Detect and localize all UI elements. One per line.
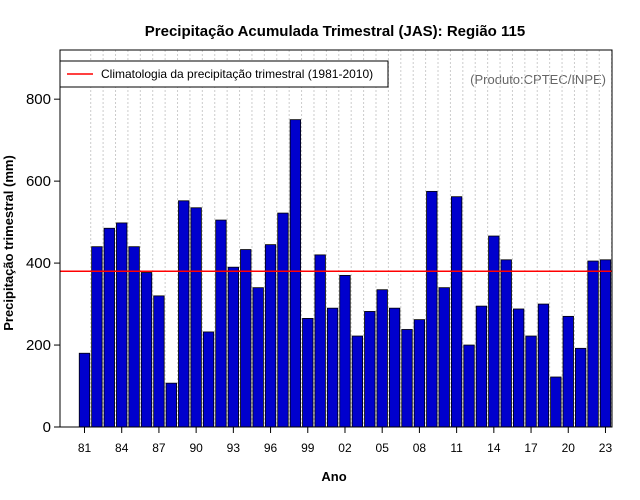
bar-1997 xyxy=(277,212,289,428)
bar-1992 xyxy=(215,219,227,428)
x-tick-label: 96 xyxy=(264,441,278,455)
legend: Climatologia da precipitação trimestral … xyxy=(59,60,389,88)
bar-1998 xyxy=(289,119,302,428)
chart-title: Precipitação Acumulada Trimestral (JAS):… xyxy=(145,23,525,40)
x-tick-label: 90 xyxy=(189,441,203,455)
y-tick-label: 800 xyxy=(26,91,51,108)
x-axis-title: Ano xyxy=(321,469,346,484)
bar-1985 xyxy=(128,246,140,428)
bar-2008 xyxy=(413,319,426,428)
x-tick-label: 99 xyxy=(301,441,315,455)
bar-2013 xyxy=(475,305,488,428)
bar-2002 xyxy=(339,274,351,428)
bar-2009 xyxy=(426,190,438,428)
bar-2010 xyxy=(438,287,450,428)
bar-1989 xyxy=(178,200,190,428)
bar-2004 xyxy=(364,311,376,428)
x-tick-label: 05 xyxy=(376,441,390,455)
bar-2018 xyxy=(537,303,550,428)
bar-1995 xyxy=(252,287,264,428)
x-tick-label: 93 xyxy=(227,441,241,455)
y-tick-label: 200 xyxy=(26,337,51,354)
legend-box xyxy=(59,60,389,88)
bar-1987 xyxy=(153,295,165,428)
x-axis: 81 84 87 90 93 96 99 02 05 08 11 14 17 20 23 xyxy=(78,427,613,455)
bar-1991 xyxy=(202,331,215,428)
y-tick-label: 400 xyxy=(26,255,51,272)
bar-2005 xyxy=(376,289,388,428)
bar-2014 xyxy=(488,235,500,428)
x-tick-label: 81 xyxy=(78,441,92,455)
bar-2019 xyxy=(550,376,562,428)
y-axis: 0 200 400 600 800 xyxy=(26,91,60,436)
bar-2012 xyxy=(463,344,475,428)
bar-1983 xyxy=(103,227,115,428)
x-tick-label: 84 xyxy=(115,441,129,455)
y-axis-title: Precipitação trimestral (mm) xyxy=(1,155,16,331)
bar-2000 xyxy=(314,254,326,428)
bar-2020 xyxy=(562,315,574,428)
bar-1999 xyxy=(302,318,314,428)
bar-2015 xyxy=(500,259,512,428)
x-tick-label: 17 xyxy=(524,441,538,455)
bar-2007 xyxy=(401,329,413,428)
bar-1988 xyxy=(165,382,177,428)
bar-1981 xyxy=(78,352,91,428)
x-tick-label: 11 xyxy=(450,441,463,455)
bar-1982 xyxy=(91,246,103,428)
x-tick-label: 23 xyxy=(599,441,613,455)
bar-1990 xyxy=(190,207,202,428)
bar-2021 xyxy=(575,347,587,428)
y-tick-label: 0 xyxy=(43,419,51,436)
x-tick-label: 87 xyxy=(152,441,166,455)
bar-2006 xyxy=(388,307,401,428)
bar-1994 xyxy=(240,249,252,428)
bar-2017 xyxy=(525,335,537,428)
x-tick-label: 02 xyxy=(338,441,352,455)
x-tick-label: 20 xyxy=(562,441,576,455)
x-tick-label: 08 xyxy=(413,441,427,455)
credit-label: (Produto:CPTEC/INPE) xyxy=(470,72,606,87)
bar-1993 xyxy=(227,266,239,428)
bar-2022 xyxy=(587,260,599,428)
bar-2003 xyxy=(351,335,364,428)
y-tick-label: 600 xyxy=(26,173,51,190)
x-tick-label: 14 xyxy=(487,441,501,455)
bar-1984 xyxy=(116,222,128,428)
grid-lines xyxy=(90,50,613,427)
bar-2023 xyxy=(599,259,612,428)
bar-2011 xyxy=(450,196,463,428)
bar-2016 xyxy=(512,308,525,428)
plot-frame xyxy=(59,49,613,428)
bar-2001 xyxy=(326,307,339,428)
legend-label: Climatologia da precipitação trimestral … xyxy=(101,67,373,81)
bars xyxy=(78,119,612,428)
bar-1986 xyxy=(140,272,153,428)
